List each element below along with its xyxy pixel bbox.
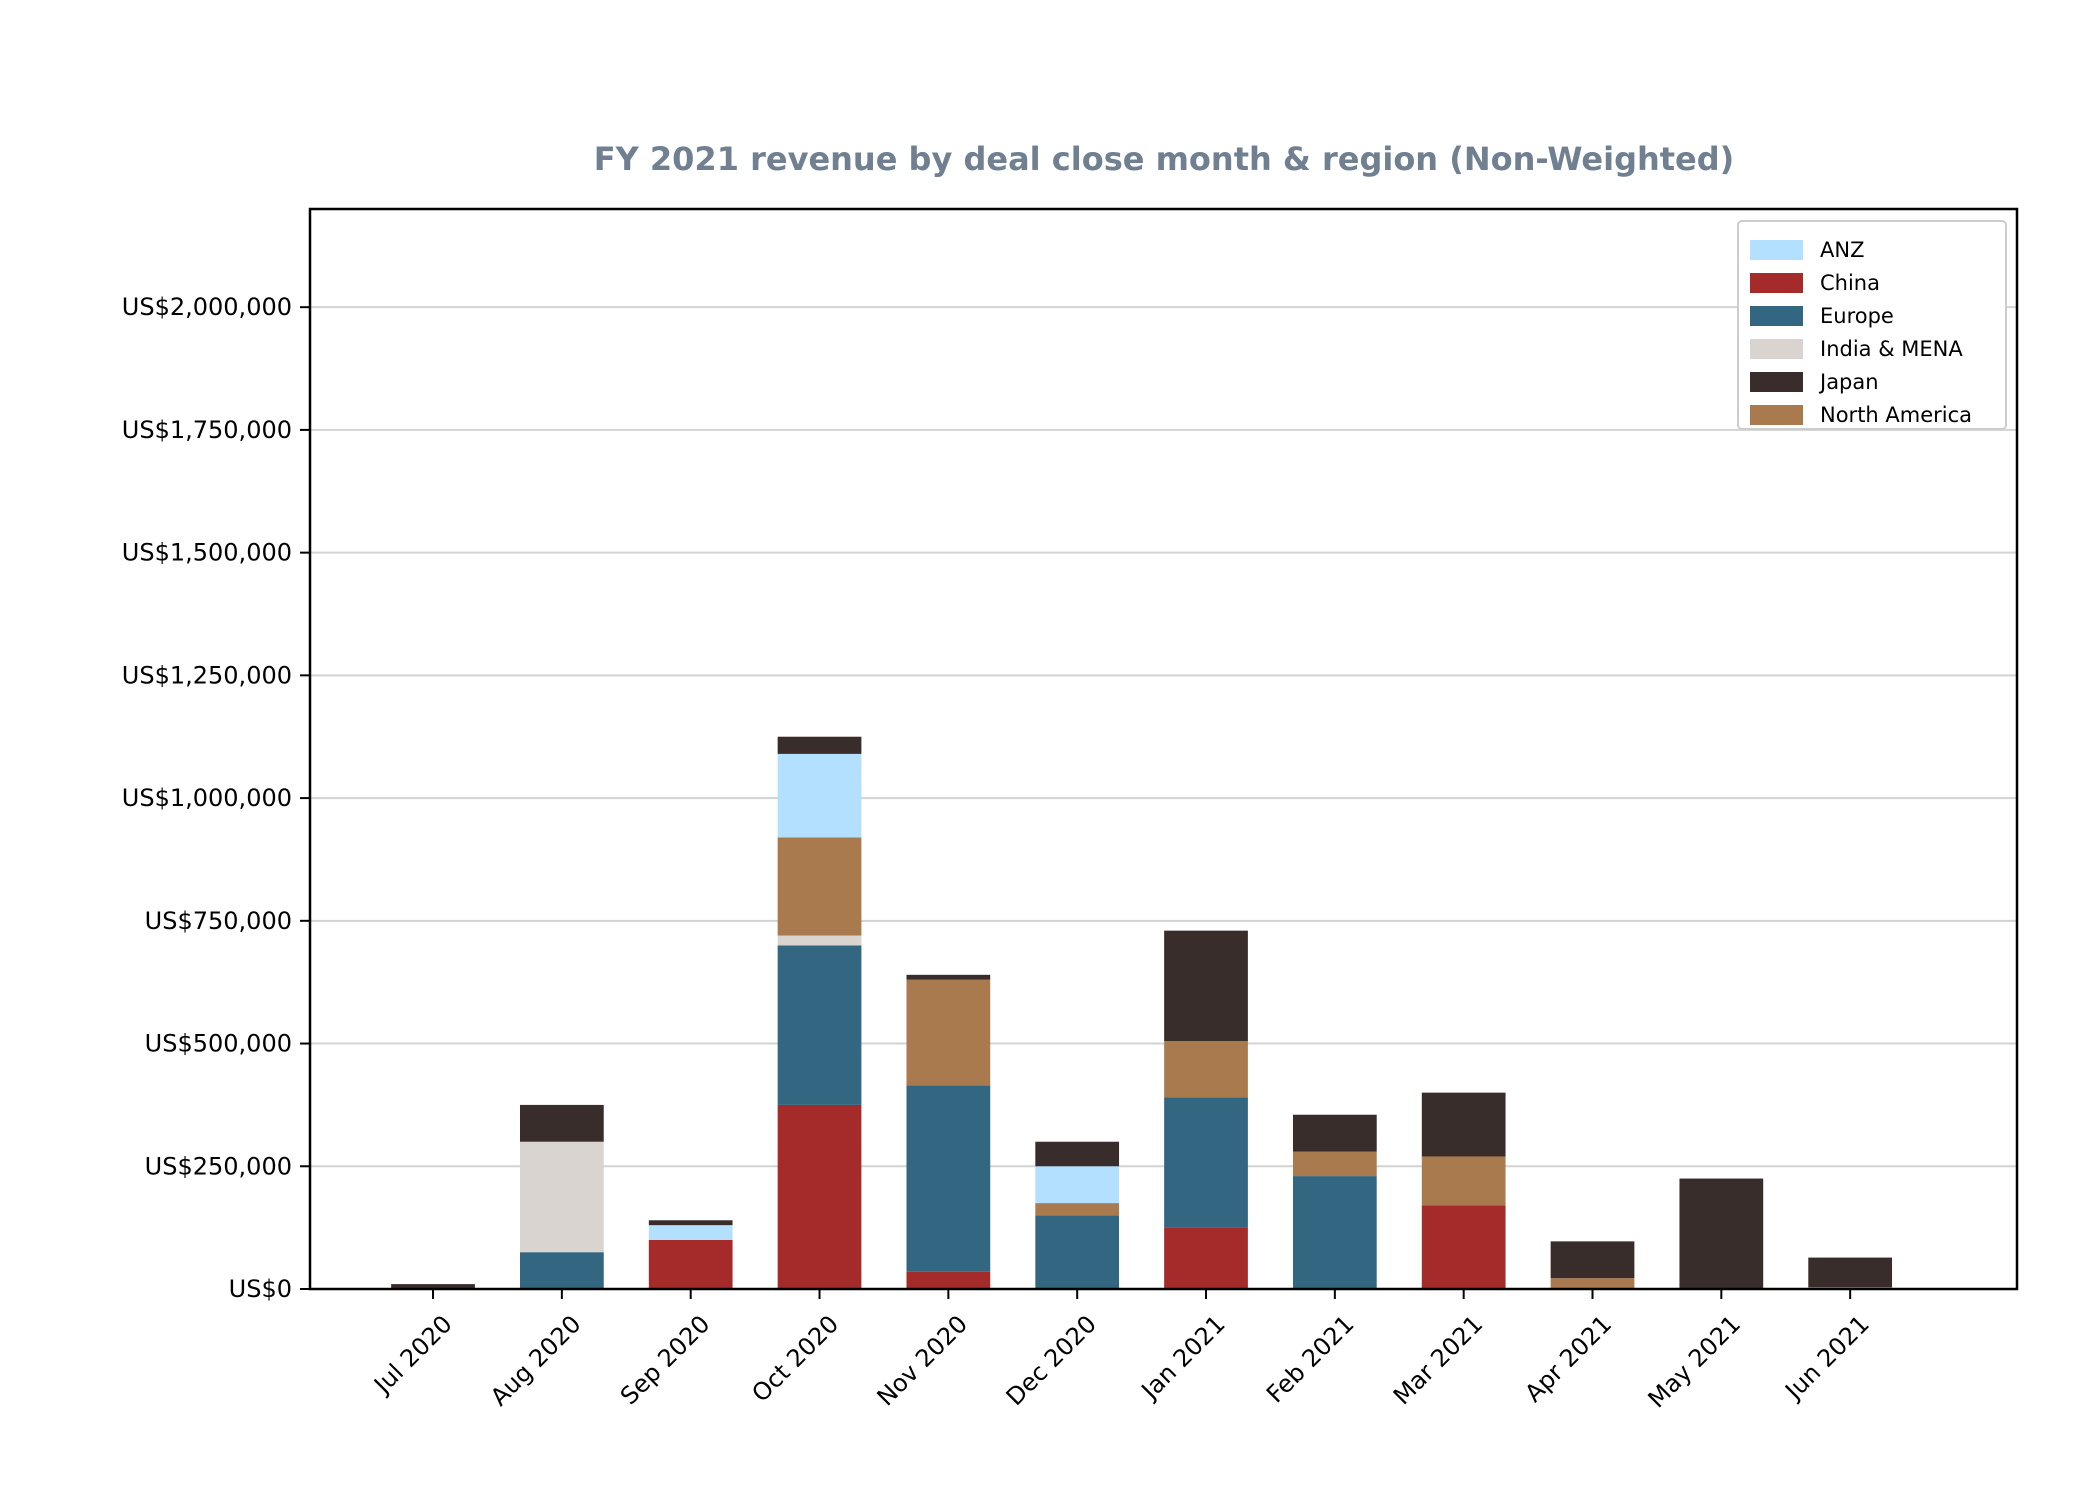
bar-segment [777, 935, 862, 946]
bar-segment [1035, 1215, 1120, 1289]
legend-swatch [1750, 306, 1803, 326]
bar-segment [1421, 1205, 1506, 1289]
bar-segment [777, 736, 862, 754]
y-tick-label: US$250,000 [145, 1152, 292, 1180]
y-axis: US$0 US$250,000 US$500,000 US$750,000 US$1,0… [122, 293, 310, 1303]
y-tick-label: US$0 [229, 1275, 292, 1303]
bar-segment [906, 1085, 991, 1272]
bar-segment [1035, 1141, 1120, 1167]
legend-label: Europe [1820, 304, 1894, 328]
legend-label: ANZ [1820, 238, 1864, 262]
legend-label: China [1820, 271, 1880, 295]
y-tick-label: US$1,250,000 [122, 661, 292, 689]
y-tick-label: US$1,000,000 [122, 784, 292, 812]
bar-segment [519, 1252, 604, 1289]
bar-segment [391, 1284, 475, 1289]
legend-swatch [1750, 405, 1803, 425]
bar-segment [1292, 1176, 1377, 1289]
bar-segment [1679, 1178, 1764, 1289]
legend-swatch [1750, 339, 1803, 359]
bar-segment [1164, 1097, 1248, 1228]
bar-segment [519, 1104, 604, 1142]
bar-segment [906, 974, 991, 980]
legend-swatch [1750, 372, 1803, 392]
bar-segment [1164, 1227, 1248, 1289]
bar-segment [777, 837, 862, 936]
bar-segment [906, 1271, 991, 1289]
bar-segment [1421, 1156, 1506, 1206]
legend-swatch [1750, 240, 1803, 260]
y-tick-label: US$1,500,000 [122, 539, 292, 567]
legend-label: India & MENA [1820, 337, 1963, 361]
legend-label: North America [1820, 403, 1972, 427]
legend-label: Japan [1818, 370, 1879, 394]
y-tick-label: US$2,000,000 [122, 293, 292, 321]
plot-area-frame [308, 207, 2019, 1291]
bar-segment [1550, 1241, 1635, 1279]
bar-segment [1550, 1278, 1635, 1289]
bar-segment [1035, 1166, 1120, 1204]
legend: ANZ China Europe India & MENA Japan North Ame… [1737, 220, 2007, 430]
legend-swatch [1750, 273, 1803, 293]
bar-segment [777, 1104, 862, 1289]
bar-segment [1292, 1151, 1377, 1177]
bar-segment [1292, 1114, 1377, 1152]
bar-segment [1164, 930, 1248, 1042]
bar-segment [519, 1141, 604, 1253]
bar-segment [648, 1220, 733, 1226]
y-tick-label: US$750,000 [145, 907, 292, 935]
bar-segment [648, 1225, 733, 1240]
legend-frame [1737, 220, 2007, 430]
bar-segment [1164, 1041, 1248, 1098]
bars [391, 736, 1893, 1289]
bar-segment [1421, 1092, 1506, 1157]
bar-segment [1808, 1257, 1893, 1288]
chart-title: FY 2021 revenue by deal close month & re… [594, 140, 1735, 178]
bar-segment [777, 753, 862, 838]
bar-segment [1035, 1203, 1120, 1216]
bar-segment [906, 979, 991, 1086]
bar-segment [777, 945, 862, 1105]
bar-segment [648, 1239, 733, 1289]
y-tick-label: US$500,000 [145, 1030, 292, 1058]
y-tick-label: US$1,750,000 [122, 416, 292, 444]
